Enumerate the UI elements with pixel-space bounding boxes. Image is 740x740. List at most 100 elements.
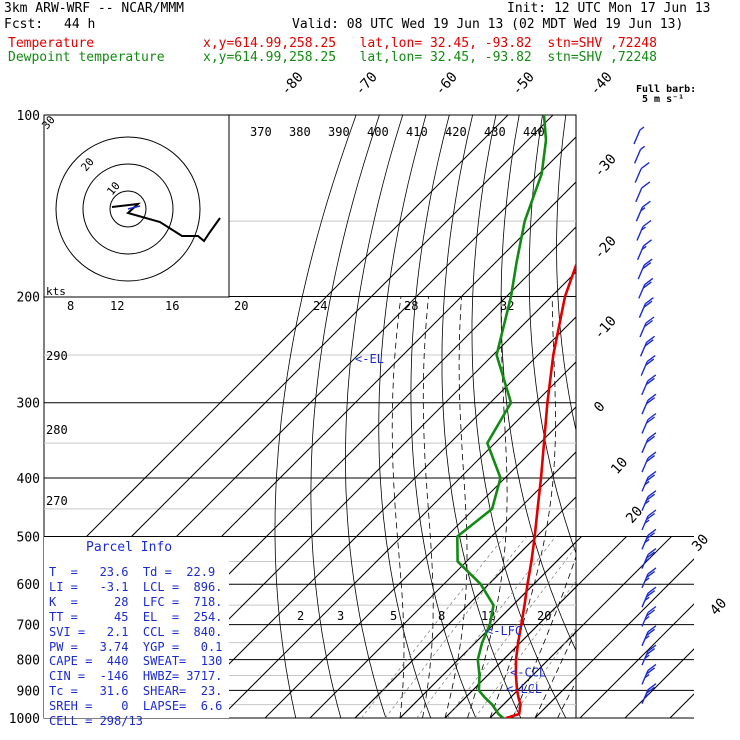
profiles: <-EL <-LFC <-CCL <-LCL [355,115,576,718]
mixing-ratio-label: 20 [234,299,248,313]
dry-adiabat [583,115,740,731]
wind-barb-half [639,126,645,131]
mixing-ratio-lines [361,536,576,718]
wind-barb-flag [642,219,652,228]
wind-barb-staff [641,438,649,454]
dry-adiabat [729,115,740,731]
dry-adiabat [528,115,576,555]
full-barb-label: Full barb: [636,84,697,95]
parcel-row: CAPE = 440 SWEAT= 130 [49,654,223,669]
wind-barb-staff [641,592,649,608]
parcel-row: CELL = 298/13 [49,714,143,729]
parcel-row: PW = 3.74 YGP = 0.1 [49,639,223,654]
isotherm-line-low [579,603,694,718]
pressure-tick-500: 500 [17,530,40,545]
wind-barb-flag [646,570,656,578]
wind-barb-flag [647,509,657,517]
grid-lines [44,114,740,731]
wind-barb-flag [646,532,656,540]
isotherm-label: 30 [689,531,712,554]
wind-barb-half [644,635,650,640]
wind-barb-flag [647,490,657,498]
dewpoint-location: x,y=614.99,258.25 lat,lon= 32.45, -93.82… [203,50,657,65]
wind-barb-staff [641,477,649,492]
wind-barb-staff [637,264,645,280]
mixing-ratio-label: 12 [110,299,124,313]
dry-adiabat [471,115,567,718]
wind-barb-staff [641,496,649,511]
wind-barb-flag [646,628,656,636]
theta-label: 380 [289,125,311,139]
mixing-ratio-label: 28 [404,299,418,313]
wind-barb-flag [642,262,652,270]
wind-barb-flag [647,528,657,536]
wind-barb-staff [641,419,649,434]
wind-barb-half [644,558,650,563]
parcel-row: SVI = 2.1 CCL = 840. [49,624,223,639]
temperature-legend: Temperature [8,36,95,51]
wind-barb-flag [647,567,657,575]
parcel-row: TT = 45 EL = 254. [49,609,223,624]
temperature-location: x,y=614.99,258.25 lat,lon= 32.45, -93.82… [203,36,657,51]
wind-barb-flag [643,258,653,266]
wind-barb-flag [646,355,656,363]
theta-label: 440 [523,125,545,139]
theta-label: 410 [406,125,428,139]
isotherm-line [219,361,576,718]
mixing-ratio-line [446,546,576,718]
pressure-tick-200: 200 [17,291,40,306]
dry-adiabat [345,115,404,718]
wind-barb-flag [641,181,651,189]
wind-barb-flag [647,393,657,401]
wind-barb-half [644,519,650,524]
dry-adiabat [556,115,576,433]
isotherm-label: -20 [591,233,620,263]
wind-barb-staff [639,322,647,338]
parcel-row: LI = -3.1 LCL = 896. [49,579,223,594]
wind-barb-flag [647,374,657,382]
wind-barb-flag [645,377,655,385]
mixing-ratio-label: 24 [313,299,327,313]
theta-label: 370 [250,125,272,139]
wind-barb-staff [635,187,643,203]
pressure-tick-100: 100 [17,109,40,124]
mixing-ratio-label-low: 3 [337,609,344,623]
pressure-tick-800: 800 [17,654,40,669]
init-time: Init: 12 UTC Mon 17 Jun 13 [507,1,711,16]
isotherm-line [580,115,740,718]
isotherm-label: -10 [591,313,620,343]
parcel-info-table: T = 23.6 Td = 22.9 LI = -3.1 LCL = 896. K … [49,565,222,729]
isotherm-label: 20 [623,503,646,526]
wind-barb-half [644,654,650,659]
forecast-label: Fcst: [4,17,44,32]
wind-barb-flag [647,586,657,594]
wind-barb-half [641,245,647,250]
wind-barb-half [644,615,650,621]
wind-barb-staff [641,573,649,589]
pressure-tick-400: 400 [17,472,40,487]
theta-label: 430 [484,125,506,139]
wind-barb-half [644,673,650,678]
wind-barb-half [644,577,650,582]
mixing-ratio-label-low: 2 [297,609,304,623]
parcel-row: Tc = 31.6 SHEAR= 23. [49,684,223,699]
dry-adiabat [410,115,477,718]
wind-barb-staff [641,670,649,685]
moist-adiabat [512,555,576,718]
wind-barb-flag [646,590,656,598]
isotherm-line [264,406,576,718]
hodograph-ring [82,163,174,255]
moist-adiabat [534,629,576,718]
wind-barb-flag [644,297,654,305]
wind-barb-flag [647,432,657,440]
parcel-info-title: Parcel Info [86,540,173,555]
wind-barb-staff [633,149,642,164]
level-lfc: <-LFC [486,624,522,638]
wind-barb-flag [646,493,656,501]
valid-time: Valid: 08 UTC Wed 19 Jun 13 (02 MDT Wed … [292,17,684,32]
full-barb-unit: 5 m s⁻¹ [642,94,685,105]
isotherm-line [44,115,509,580]
theta-label: 420 [445,125,467,139]
